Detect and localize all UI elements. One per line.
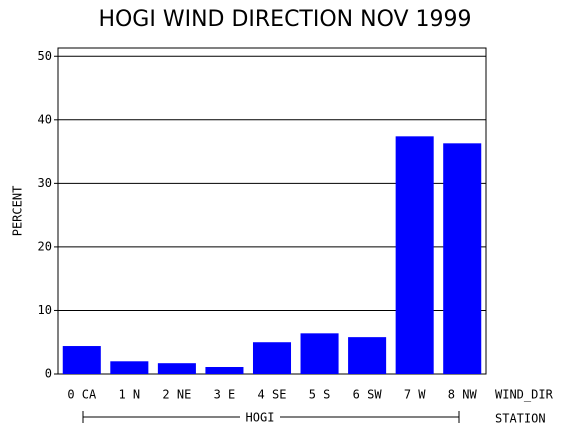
bar [348,337,387,374]
y-axis-label: PERCENT [11,186,25,237]
x-tick-label: 3 E [214,388,236,402]
bar [62,346,101,374]
x-tick-label: 7 W [404,388,426,402]
bar [395,136,434,374]
x-tick-label: 0 CA [67,388,97,402]
x-axis-label: WIND_DIR [495,388,554,402]
x-tick-label: 8 NW [448,388,478,402]
y-tick-label: 10 [38,303,52,317]
y-tick-label: 0 [45,367,52,381]
x-tick-label: 1 N [118,388,140,402]
bar [205,367,244,374]
chart-title: HOGI WIND DIRECTION NOV 1999 [98,7,471,32]
y-tick-label: 40 [38,112,52,126]
bar [443,143,482,374]
bar [252,342,292,374]
x-tick-label: 5 S [309,388,331,402]
bar [300,333,339,374]
group-label: HOGI [246,411,275,425]
x-tick-label: 4 SE [258,388,287,402]
y-tick-label: 30 [38,176,52,190]
group-axis-label: STATION [495,412,546,426]
y-tick-label: 20 [38,239,52,253]
bar [157,363,196,374]
bar [110,361,149,374]
x-tick-label: 2 NE [162,388,191,402]
y-tick-label: 50 [38,49,52,63]
x-tick-label: 6 SW [353,388,383,402]
group-label-bg [240,410,280,424]
